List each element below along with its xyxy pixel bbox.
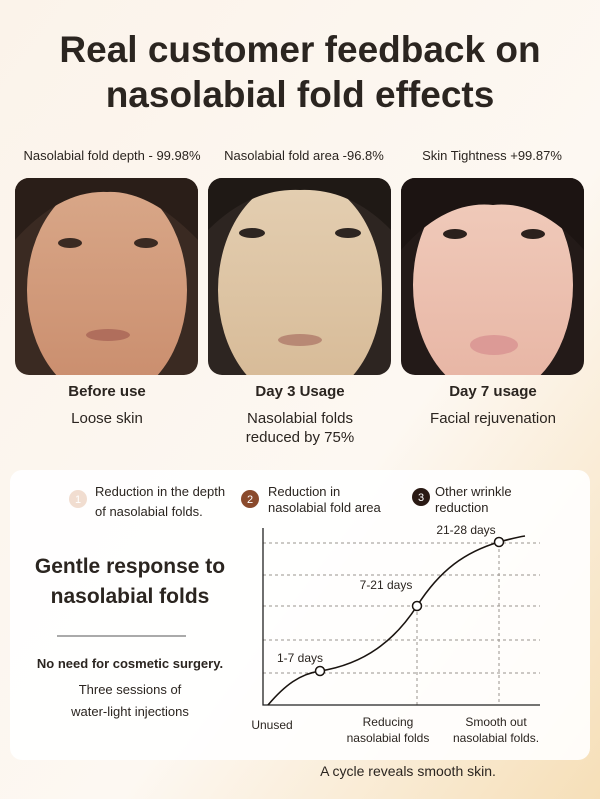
point-label: 1-7 days (277, 651, 323, 665)
card-label: Before use (68, 383, 146, 400)
step-number: 1 (75, 494, 81, 506)
x-label: Reducing (363, 715, 414, 729)
step-badge (69, 490, 87, 508)
step-number: 2 (247, 494, 253, 506)
x-label: nasolabial folds. (453, 731, 539, 745)
title-line: Real customer feedback on (59, 29, 540, 70)
title: Real customer feedback on nasolabial fol… (59, 29, 540, 115)
card-label: Day 3 Usage (255, 383, 344, 400)
step-text: Reduction in the depth (95, 484, 225, 499)
step-badge (241, 490, 259, 508)
card-description: Nasolabial folds (247, 410, 353, 427)
step-text: nasolabial fold area (268, 500, 382, 515)
step-text: Reduction in (268, 484, 340, 499)
x-label: nasolabial folds (347, 731, 430, 745)
axes (262, 528, 540, 706)
photo (15, 178, 198, 375)
point-label: 21-28 days (436, 523, 495, 537)
card-description: Loose skin (71, 410, 143, 427)
step-text: of nasolabial folds. (95, 504, 203, 519)
stat: Skin Tightness +99.87% (422, 148, 562, 163)
title-line: nasolabial fold effects (106, 74, 495, 115)
side-detail: Three sessions of (79, 682, 182, 697)
x-label: Unused (251, 718, 292, 732)
curve-point (493, 536, 505, 548)
step-text: reduction (435, 500, 488, 515)
step-badge (412, 488, 430, 506)
card-description: Facial rejuvenation (430, 410, 556, 427)
card-label: Day 7 usage (449, 383, 537, 400)
diagram: 1-7 days 7-21 days 21-28 days Unused Red… (251, 523, 540, 745)
footer: A cycle reveals smooth skin. (320, 763, 496, 779)
side-note: No need for cosmetic surgery. (37, 656, 223, 671)
curve-point (411, 600, 423, 612)
stat: Nasolabial fold area -96.8% (224, 148, 384, 163)
stat: Nasolabial fold depth - 99.98% (23, 148, 201, 163)
point-label: 7-21 days (360, 578, 413, 592)
side-heading: Gentle response to (35, 555, 225, 578)
photo (208, 178, 391, 375)
step-number: 3 (418, 492, 424, 504)
side-detail: water-light injections (70, 704, 189, 719)
curve-point (314, 665, 326, 677)
step-text: Other wrinkle (435, 484, 512, 499)
card-description: reduced by 75% (246, 429, 354, 446)
side-heading: nasolabial folds (51, 585, 210, 608)
x-label: Smooth out (465, 715, 527, 729)
photo (401, 178, 584, 375)
